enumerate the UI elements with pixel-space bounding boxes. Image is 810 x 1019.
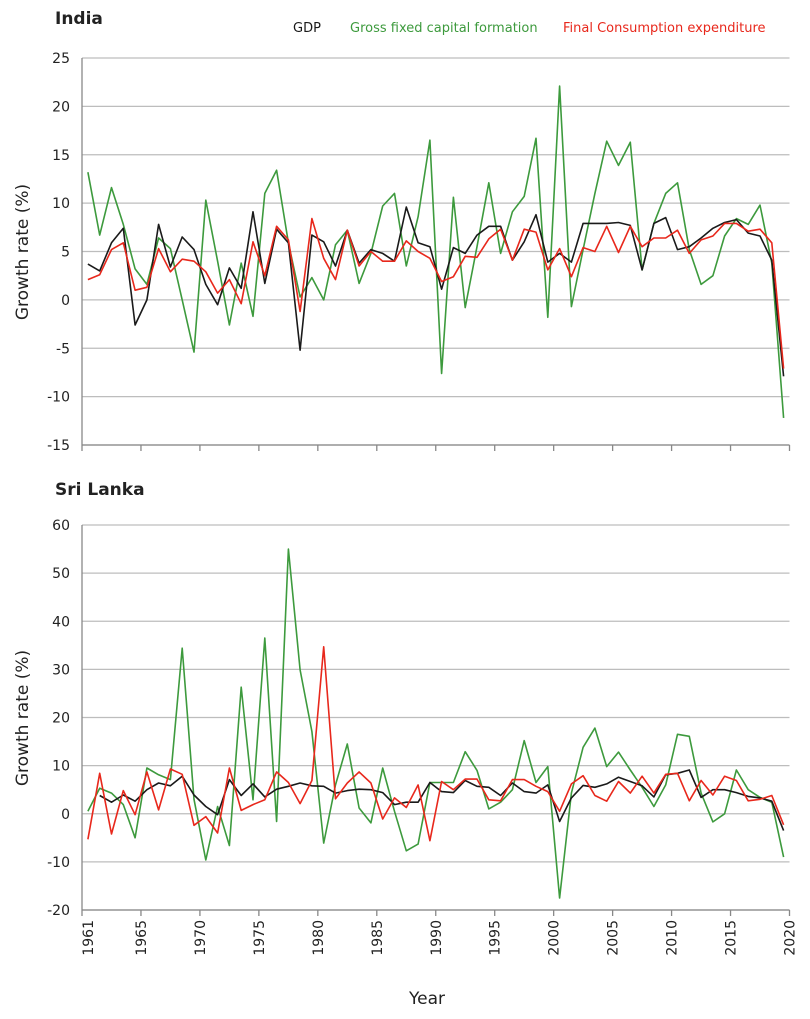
x-tick-label: 1961 bbox=[81, 920, 97, 956]
x-tick-label: 1975 bbox=[252, 920, 268, 956]
y-tick-label: 30 bbox=[52, 662, 70, 678]
india-y-axis-label: Growth rate (%) bbox=[13, 184, 33, 320]
legend-consumption: Final Consumption expenditure bbox=[563, 21, 766, 36]
y-tick-label: 50 bbox=[52, 566, 70, 582]
y-tick-label: -10 bbox=[47, 390, 70, 406]
y-tick-label: 5 bbox=[61, 245, 70, 261]
series-gdp-line-india bbox=[87, 206, 785, 377]
y-tick-label: 40 bbox=[52, 614, 70, 630]
y-tick-label: 0 bbox=[61, 293, 70, 309]
x-tick-label: 2000 bbox=[547, 920, 563, 956]
series-consumption-line-srilanka bbox=[87, 646, 785, 842]
y-tick-label: -20 bbox=[47, 903, 70, 919]
series-gdp-line-srilanka bbox=[99, 769, 785, 831]
y-tick-label: 10 bbox=[52, 759, 70, 775]
series-gfcf-line-india bbox=[87, 85, 785, 418]
x-tick-label: 2005 bbox=[606, 920, 622, 956]
y-tick-label: -15 bbox=[47, 438, 70, 454]
x-tick-label: 1980 bbox=[311, 920, 327, 956]
y-tick-label: 15 bbox=[52, 148, 70, 164]
india-panel-title: India bbox=[55, 9, 103, 29]
legend-gdp: GDP bbox=[293, 21, 321, 36]
x-tick-label: 1965 bbox=[134, 920, 150, 956]
x-tick-label: 2015 bbox=[724, 920, 740, 956]
y-tick-label: -5 bbox=[56, 341, 70, 357]
y-tick-label: 60 bbox=[52, 518, 70, 534]
x-tick-label: 1995 bbox=[488, 920, 504, 956]
y-tick-label: 0 bbox=[61, 807, 70, 823]
y-tick-label: 10 bbox=[52, 196, 70, 212]
x-tick-label: 2010 bbox=[665, 920, 681, 956]
y-tick-label: 20 bbox=[52, 711, 70, 727]
y-tick-label: 20 bbox=[52, 99, 70, 115]
x-tick-label: 1990 bbox=[429, 920, 445, 956]
legend-gfcf: Gross fixed capital formation bbox=[350, 21, 538, 36]
x-tick-label: 2020 bbox=[783, 920, 799, 956]
x-tick-label: 1970 bbox=[193, 920, 209, 956]
srilanka-y-axis-label: Growth rate (%) bbox=[13, 650, 33, 786]
y-tick-label: -10 bbox=[47, 855, 70, 871]
series-gfcf-line-srilanka bbox=[87, 548, 785, 899]
x-tick-label: 1985 bbox=[370, 920, 386, 956]
series-consumption-line-india bbox=[87, 217, 785, 369]
x-axis-label: Year bbox=[408, 989, 445, 1009]
y-tick-label: 25 bbox=[52, 51, 70, 67]
srilanka-panel-title: Sri Lanka bbox=[55, 480, 145, 500]
